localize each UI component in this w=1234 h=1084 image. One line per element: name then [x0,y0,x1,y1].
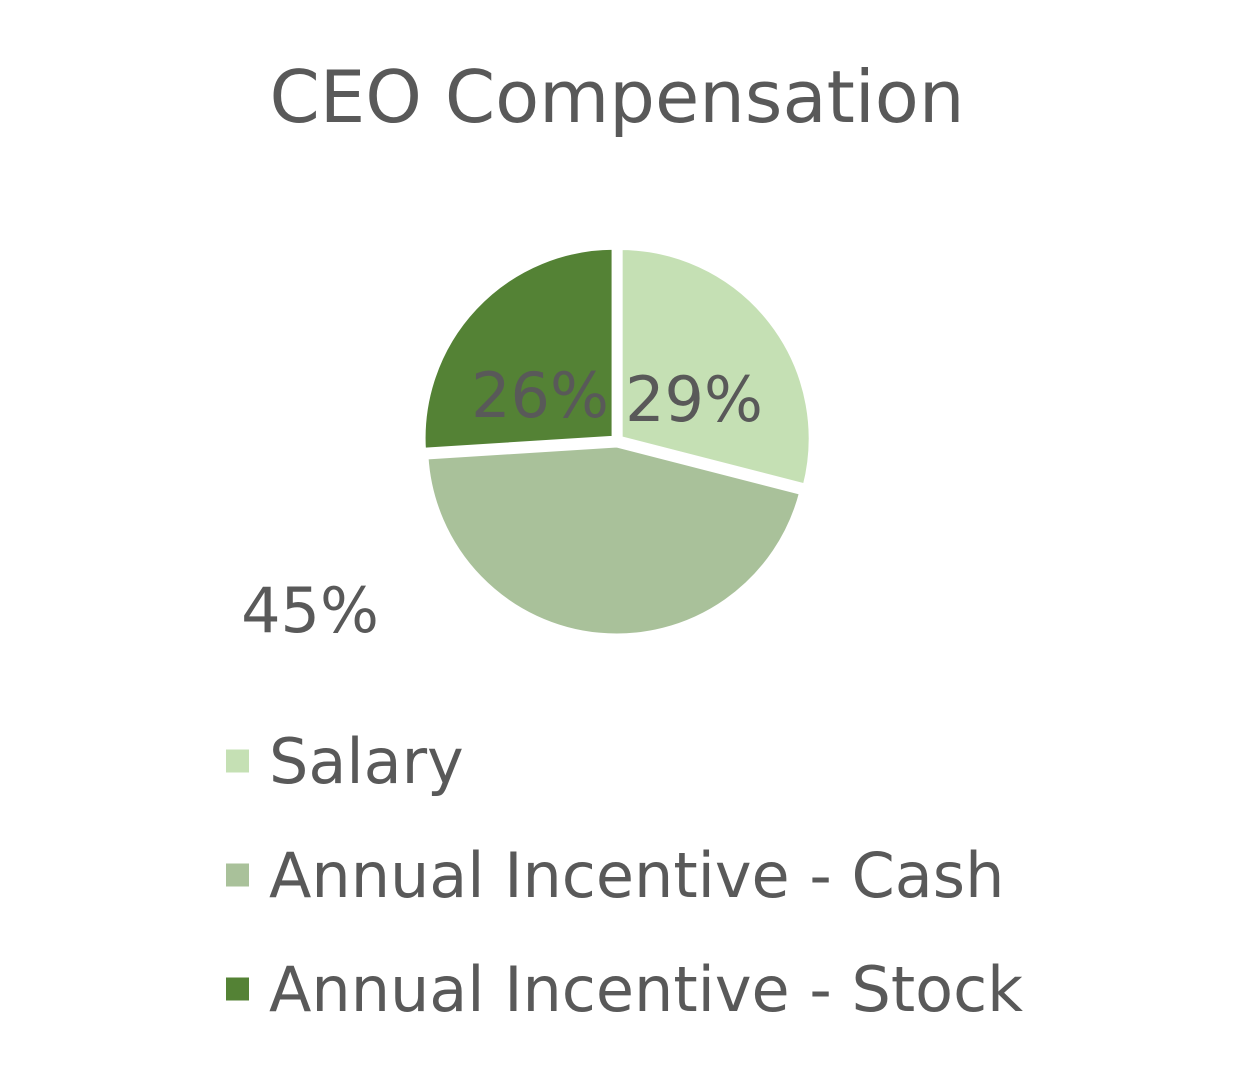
legend-swatch-salary [226,749,249,773]
legend: Salary Annual Incentive - Cash Annual Ince… [226,725,1023,1026]
pie-slice-annual-incentive-stock [420,244,617,453]
legend-label-annual-incentive-cash: Annual Incentive - Cash [269,839,1004,912]
legend-item-salary: Salary [226,725,464,798]
pie-slice-annual-incentive-cash [423,442,805,639]
legend-swatch-annual-incentive-stock [226,977,249,1001]
legend-item-annual-incentive-cash: Annual Incentive - Cash [226,839,1004,912]
pie-slice-salary [617,245,814,490]
pie-slices [420,244,814,639]
legend-item-annual-incentive-stock: Annual Incentive - Stock [226,953,1023,1026]
legend-label-salary: Salary [269,725,464,798]
data-labels: 29% 45% 26% [241,359,763,647]
legend-label-annual-incentive-stock: Annual Incentive - Stock [269,953,1023,1026]
chart-title: CEO Compensation [270,55,965,139]
legend-swatch-annual-incentive-cash [226,863,249,887]
data-label-annual-incentive-stock: 26% [471,359,609,432]
data-label-salary: 29% [625,363,763,436]
data-label-annual-incentive-cash: 45% [241,574,379,647]
